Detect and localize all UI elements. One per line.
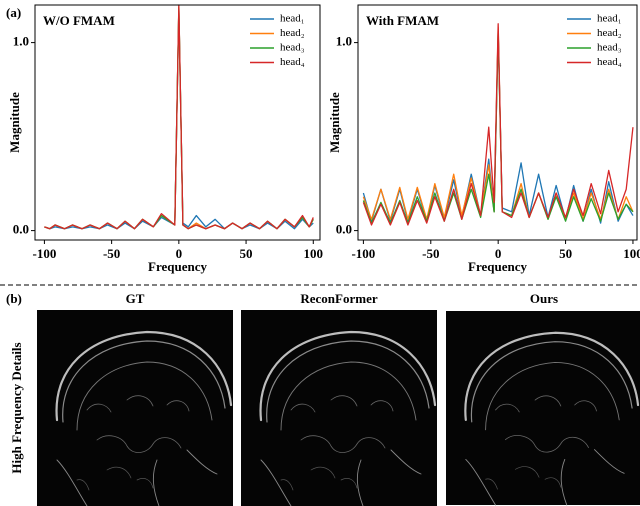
y-axis-label: Magnitude <box>7 92 22 153</box>
series-line <box>362 23 634 226</box>
row-label: High Frequency Details <box>9 342 24 473</box>
chart-title: W/O FMAM <box>43 13 115 28</box>
x-tick-label: -100 <box>32 246 56 261</box>
x-tick-label: 50 <box>240 246 253 261</box>
x-tick-label: -50 <box>422 246 439 261</box>
legend-label: head₂ <box>280 27 305 39</box>
panel-label: (b) <box>6 291 22 306</box>
chart-title: With FMAM <box>366 13 439 28</box>
image-ours <box>446 310 640 506</box>
x-axis-label: Frequency <box>148 259 207 274</box>
x-tick-label: -50 <box>103 246 120 261</box>
image-gt <box>37 310 233 506</box>
series-line <box>44 4 314 230</box>
panel-label: (a) <box>6 5 21 20</box>
column-title: Ours <box>530 291 558 306</box>
x-tick-label: 100 <box>304 246 324 261</box>
legend-label: head₂ <box>597 27 622 39</box>
y-tick-label: 0.0 <box>336 222 352 237</box>
x-tick-label: 0 <box>495 246 502 261</box>
plot-frame <box>357 4 638 241</box>
x-tick-label: 100 <box>623 246 640 261</box>
series-line <box>362 32 634 224</box>
legend-label: head₃ <box>597 42 622 54</box>
column-title: GT <box>126 291 145 306</box>
y-tick-label: 1.0 <box>336 34 352 49</box>
plot-frame <box>34 4 321 241</box>
y-axis-label: Magnitude <box>327 92 342 153</box>
legend-label: head₁ <box>280 13 305 25</box>
legend-label: head₄ <box>280 56 305 68</box>
legend-label: head₄ <box>597 56 622 68</box>
image-reconformer <box>241 310 437 506</box>
legend-label: head₁ <box>597 13 622 25</box>
x-axis-label: Frequency <box>468 259 527 274</box>
column-title: ReconFormer <box>300 291 377 306</box>
legend-label: head₃ <box>280 42 305 54</box>
x-tick-label: 50 <box>559 246 572 261</box>
x-tick-label: 0 <box>176 246 183 261</box>
x-tick-label: -100 <box>351 246 375 261</box>
y-tick-label: 1.0 <box>13 34 29 49</box>
y-tick-label: 0.0 <box>13 222 29 237</box>
